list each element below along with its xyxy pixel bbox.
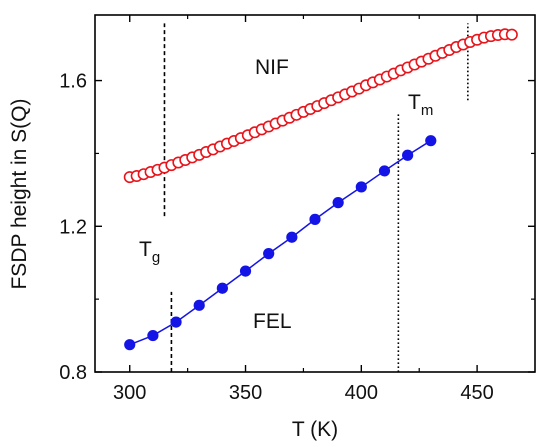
fel-point [425, 135, 437, 147]
x-tick-label: 450 [460, 382, 493, 404]
series-fel [124, 135, 437, 351]
reference-lines [163, 23, 469, 372]
axis-ticks: 300 350 400 450 0.8 1.2 1.6 [59, 15, 535, 404]
tm-label-sub: m [421, 102, 434, 119]
x-tick-label: 400 [345, 382, 378, 404]
fel-point [193, 299, 205, 311]
fel-point [286, 231, 298, 243]
x-axis-title: T (K) [292, 418, 338, 441]
fel-point [355, 181, 367, 193]
x-tick-label: 300 [113, 382, 146, 404]
y-tick-label: 1.2 [59, 216, 87, 238]
fel-label: FEL [253, 310, 292, 333]
tm-label: Tm [408, 91, 433, 119]
fel-point [263, 248, 275, 260]
tm-label-main: T [408, 91, 421, 114]
tg-label-main: T [139, 238, 152, 261]
nif-point [505, 28, 518, 41]
y-tick-label: 1.6 [59, 71, 87, 93]
plot-frame [94, 14, 536, 373]
x-tick-label: 350 [229, 382, 262, 404]
nif-label: NIF [255, 56, 289, 79]
tg-label: Tg [139, 238, 160, 266]
y-axis-title: FSDP height in S(Q) [8, 98, 31, 289]
fel-point [170, 316, 182, 328]
fel-point [216, 282, 228, 294]
fel-point [332, 197, 344, 209]
fel-point [124, 339, 136, 351]
tg-label-sub: g [152, 249, 160, 266]
fel-point [309, 213, 321, 225]
fel-point [378, 165, 391, 177]
fel-point [402, 149, 414, 161]
fel-point [239, 265, 252, 277]
series-nif [123, 28, 518, 184]
y-tick-label: 0.8 [59, 362, 87, 384]
fel-point [147, 329, 159, 342]
